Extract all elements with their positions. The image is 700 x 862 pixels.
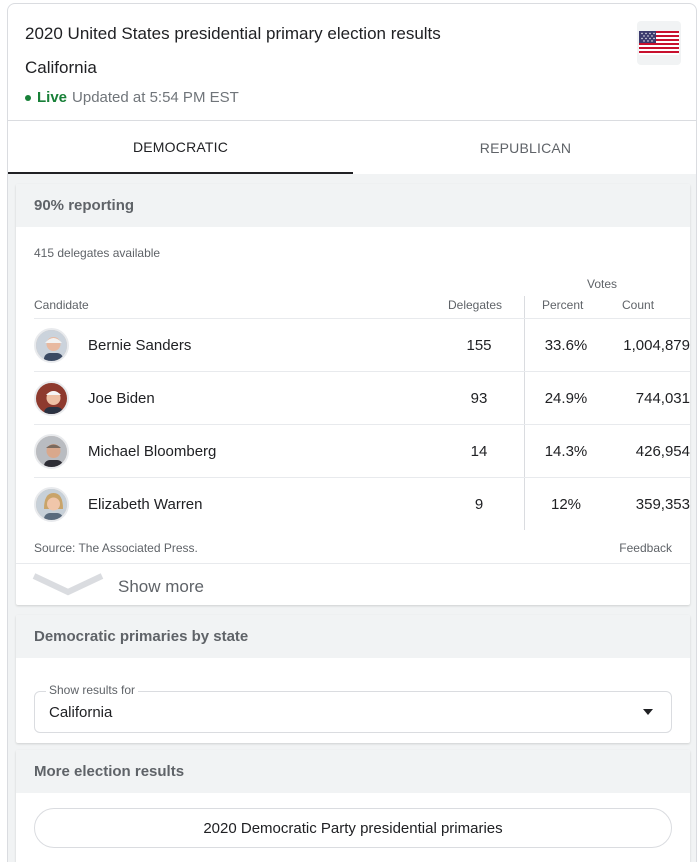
- count-value: 426,954: [635, 443, 690, 460]
- table-row[interactable]: Joe Biden 93 24.9% 744,031: [34, 371, 690, 424]
- table-row[interactable]: Michael Bloomberg 14 14.3% 426,954: [34, 424, 690, 477]
- state-select[interactable]: Show results for California: [34, 683, 672, 733]
- delegates-value: 155: [466, 337, 492, 354]
- page-title: 2020 United States presidential primary …: [25, 24, 441, 43]
- reporting-status: 90% reporting: [16, 184, 690, 227]
- democratic-primaries-link[interactable]: 2020 Democratic Party presidential prima…: [34, 808, 672, 848]
- delegates-value: 14: [470, 443, 488, 460]
- delegates-available: 415 delegates available: [34, 246, 161, 260]
- updated-time: Updated at 5:54 PM EST: [72, 89, 239, 106]
- delegates-value: 93: [470, 390, 488, 407]
- delegates-value: 9: [474, 496, 484, 513]
- show-more-button[interactable]: Show more: [16, 564, 690, 605]
- candidate-avatar: [34, 487, 69, 522]
- select-value: California: [49, 704, 113, 721]
- feedback-link[interactable]: Feedback: [619, 541, 672, 555]
- column-header-candidate: Candidate: [34, 298, 89, 312]
- source-attribution: Source: The Associated Press.: [34, 541, 198, 555]
- count-value: 1,004,879: [623, 337, 690, 354]
- section-heading: More election results: [16, 750, 690, 793]
- candidate-name: Elizabeth Warren: [88, 496, 203, 513]
- percent-value: 12%: [550, 496, 582, 513]
- table-row[interactable]: Elizabeth Warren 9 12% 359,353: [34, 477, 690, 530]
- table-row[interactable]: Bernie Sanders 155 33.6% 1,004,879: [34, 318, 690, 371]
- candidate-name: Joe Biden: [88, 390, 155, 407]
- source-row: Source: The Associated Press. Feedback: [34, 541, 672, 555]
- divider: [16, 563, 690, 564]
- tab-republican[interactable]: REPUBLICAN: [479, 140, 572, 156]
- votes-divider: [524, 296, 525, 530]
- candidate-name: Michael Bloomberg: [88, 443, 217, 460]
- show-more-label: Show more: [118, 577, 204, 596]
- column-header-percent: Percent: [542, 298, 584, 312]
- select-label: Show results for: [46, 683, 139, 697]
- election-results-card: 2020 United States presidential primary …: [7, 3, 697, 862]
- section-heading: Democratic primaries by state: [16, 615, 690, 658]
- candidate-name: Bernie Sanders: [88, 337, 192, 354]
- percent-value: 33.6%: [544, 337, 588, 354]
- live-label: Live: [37, 89, 68, 106]
- caret-down-icon: [643, 709, 653, 715]
- count-value: 744,031: [635, 390, 690, 407]
- live-status: Live Updated at 5:54 PM EST: [25, 89, 239, 106]
- tab-democratic[interactable]: DEMOCRATIC: [8, 122, 353, 174]
- chevron-down-icon: [32, 573, 104, 596]
- column-header-count: Count: [622, 298, 655, 312]
- primaries-by-state-panel: Democratic primaries by state Show resul…: [16, 615, 690, 743]
- us-flag-icon: [637, 21, 681, 65]
- column-header-delegates: Delegates: [448, 298, 503, 312]
- votes-group-header: Votes: [587, 277, 618, 291]
- party-tabs: DEMOCRATIC REPUBLICAN: [8, 122, 696, 174]
- candidate-avatar: [34, 434, 69, 469]
- more-results-panel: More election results 2020 Democratic Pa…: [16, 750, 690, 862]
- count-value: 359,353: [635, 496, 690, 513]
- state-name: California: [25, 58, 97, 77]
- card-header: 2020 United States presidential primary …: [8, 4, 696, 121]
- live-dot-icon: [25, 94, 31, 101]
- candidate-avatar: [34, 381, 69, 416]
- results-panel: 90% reporting 415 delegates available Vo…: [16, 184, 690, 605]
- candidate-avatar: [34, 328, 69, 363]
- percent-value: 14.3%: [544, 443, 588, 460]
- percent-value: 24.9%: [544, 390, 588, 407]
